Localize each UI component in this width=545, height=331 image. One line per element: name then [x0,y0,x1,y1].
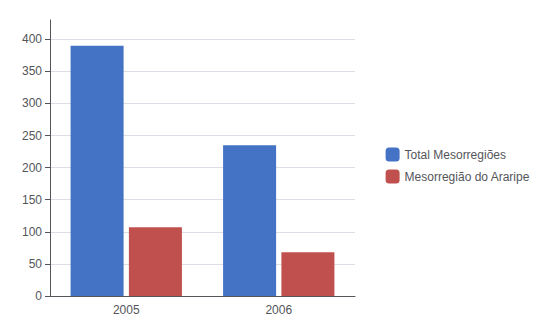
svg-text:300: 300 [22,96,42,110]
svg-text:Mesorregião do Araripe: Mesorregião do Araripe [405,170,530,184]
svg-text:2006: 2006 [265,303,292,317]
svg-text:200: 200 [22,161,42,175]
svg-text:350: 350 [22,64,42,78]
svg-text:Total Mesorregiões: Total Mesorregiões [405,148,506,162]
svg-text:100: 100 [22,225,42,239]
svg-text:400: 400 [22,32,42,46]
svg-text:50: 50 [29,257,43,271]
svg-text:250: 250 [22,129,42,143]
svg-text:2005: 2005 [113,303,140,317]
svg-text:0: 0 [35,289,42,303]
svg-text:150: 150 [22,193,42,207]
